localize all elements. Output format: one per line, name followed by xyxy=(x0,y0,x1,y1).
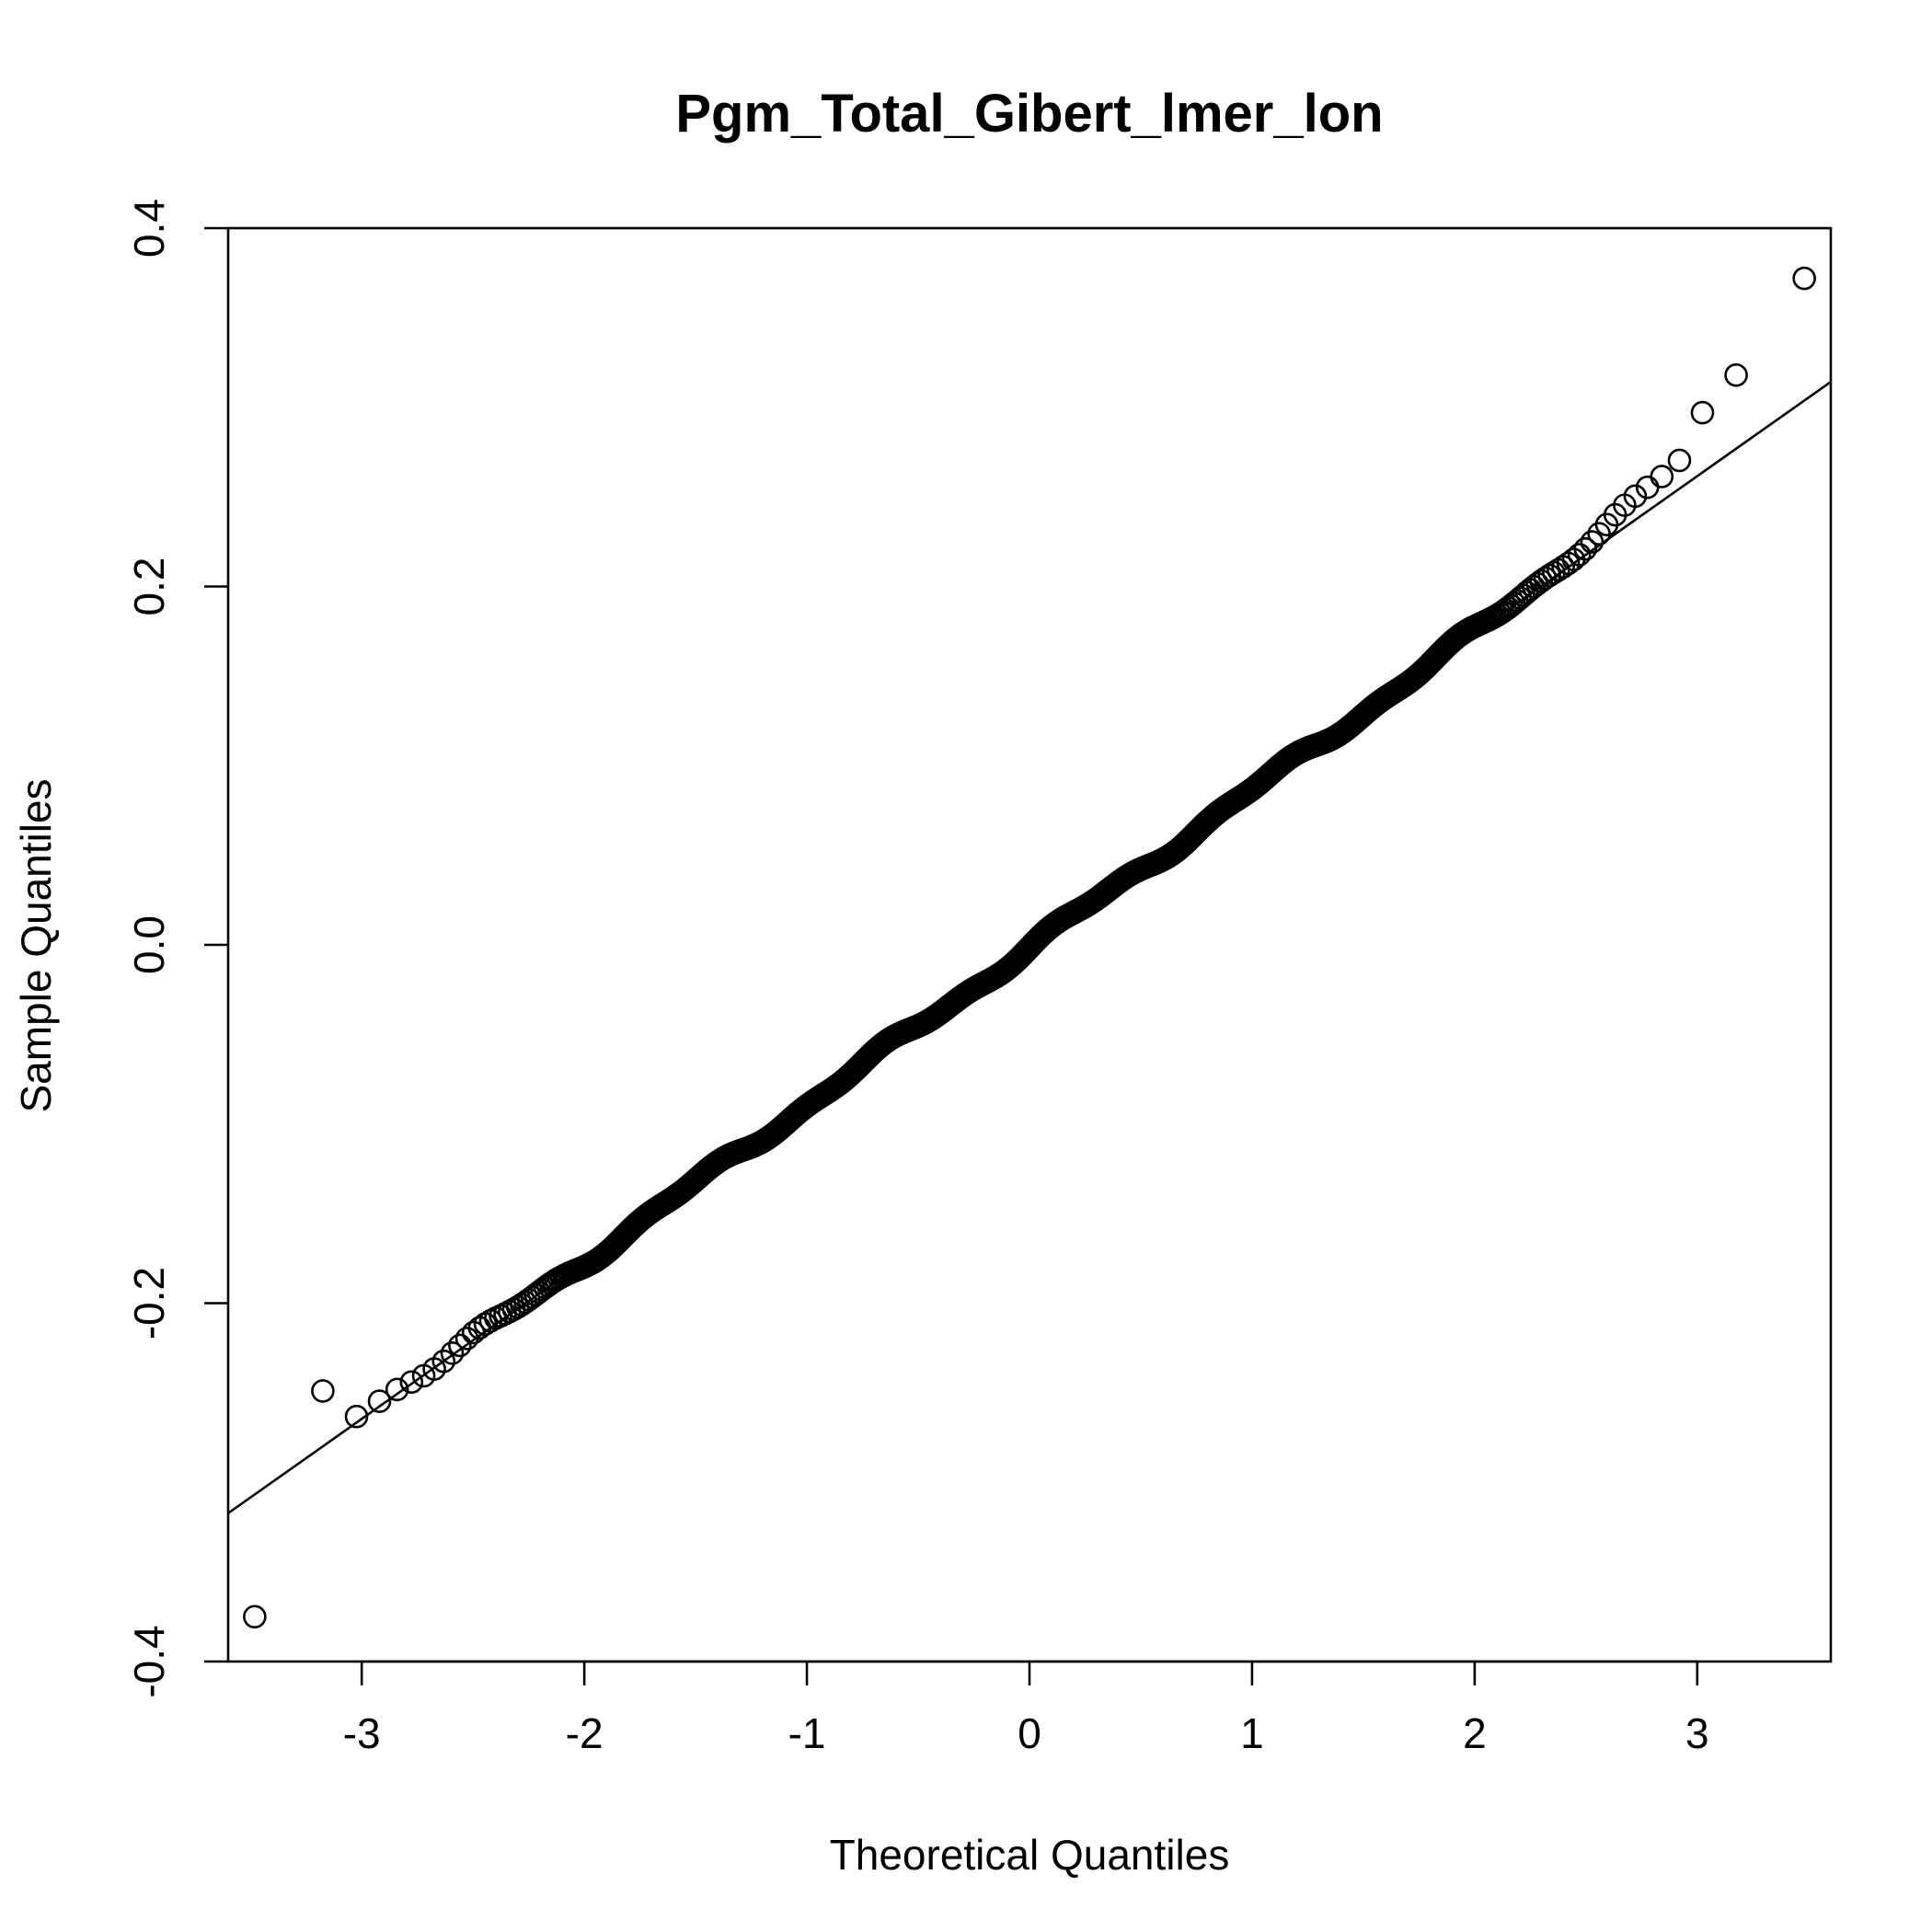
qq-reference-line xyxy=(227,380,1832,1514)
data-point xyxy=(448,1333,472,1358)
x-tick-label: -1 xyxy=(788,1709,826,1757)
x-tick-label: 1 xyxy=(1240,1709,1264,1757)
chart-title: Pgm_Total_Gibert_lmer_lon xyxy=(675,84,1383,144)
x-tick-label: 2 xyxy=(1463,1709,1487,1757)
x-tick-label: 3 xyxy=(1685,1709,1709,1757)
data-point xyxy=(1690,400,1715,425)
y-axis-label: Sample Quantiles xyxy=(12,778,60,1112)
y-tick-label: 0.0 xyxy=(125,915,173,974)
data-point xyxy=(1724,362,1748,387)
data-point xyxy=(399,1370,424,1394)
data-point xyxy=(1525,571,1549,596)
data-point xyxy=(243,1604,267,1629)
x-tick-label: -3 xyxy=(343,1709,381,1757)
data-point xyxy=(1792,266,1816,291)
data-point xyxy=(1567,543,1592,567)
x-tick-label: -2 xyxy=(566,1709,604,1757)
y-tick-label: 0.2 xyxy=(125,558,173,616)
y-tick-label: 0.4 xyxy=(125,199,173,258)
x-tick-label: 0 xyxy=(1018,1709,1041,1757)
data-point xyxy=(440,1341,465,1365)
data-point xyxy=(431,1349,456,1374)
data-point xyxy=(311,1379,335,1403)
data-point xyxy=(1667,448,1692,473)
data-point xyxy=(1650,465,1674,489)
y-tick-label: -0.4 xyxy=(125,1625,173,1697)
data-point xyxy=(1623,484,1648,509)
plot-area: -3 -2 -1 0 1 2 3 -0.4 -0.2 0.0 0.2 0.4 xyxy=(125,199,1833,1757)
data-point xyxy=(385,1377,409,1402)
y-tick-label: -0.2 xyxy=(125,1267,173,1340)
x-axis-label: Theoretical Quantiles xyxy=(830,1831,1230,1879)
data-point xyxy=(367,1389,392,1413)
